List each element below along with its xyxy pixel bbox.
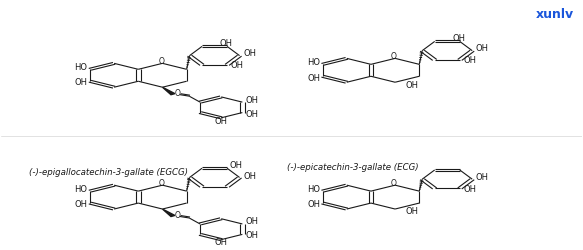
Text: OH: OH bbox=[75, 200, 87, 209]
Text: (-)-epigallocatechin-3-gallate (EGCG): (-)-epigallocatechin-3-gallate (EGCG) bbox=[29, 168, 188, 177]
Text: OH: OH bbox=[246, 232, 259, 240]
Text: O: O bbox=[391, 179, 397, 188]
Text: OH: OH bbox=[229, 161, 243, 170]
Text: OH: OH bbox=[215, 238, 228, 247]
Text: OH: OH bbox=[406, 81, 419, 90]
Text: O: O bbox=[175, 89, 181, 98]
Text: OH: OH bbox=[230, 61, 244, 70]
Text: OH: OH bbox=[307, 74, 320, 82]
Text: OH: OH bbox=[246, 218, 259, 226]
Text: OH: OH bbox=[215, 117, 228, 126]
Text: HO: HO bbox=[307, 185, 320, 194]
Text: O: O bbox=[159, 179, 164, 188]
Text: HO: HO bbox=[75, 185, 87, 194]
Text: OH: OH bbox=[307, 200, 320, 209]
Text: O: O bbox=[159, 57, 164, 66]
Text: OH: OH bbox=[476, 44, 489, 53]
Text: OH: OH bbox=[243, 172, 256, 182]
Polygon shape bbox=[163, 209, 175, 216]
Text: O: O bbox=[391, 52, 397, 61]
Text: OH: OH bbox=[463, 185, 476, 194]
Text: OH: OH bbox=[75, 78, 87, 88]
Text: HO: HO bbox=[307, 58, 320, 67]
Text: OH: OH bbox=[219, 39, 233, 48]
Text: (-)-epicatechin-3-gallate (ECG): (-)-epicatechin-3-gallate (ECG) bbox=[287, 163, 419, 172]
Text: OH: OH bbox=[452, 34, 465, 43]
Text: OH: OH bbox=[406, 207, 419, 216]
Text: OH: OH bbox=[243, 49, 256, 58]
Text: HO: HO bbox=[75, 63, 87, 72]
Text: OH: OH bbox=[463, 56, 476, 65]
Text: OH: OH bbox=[246, 110, 259, 118]
Text: OH: OH bbox=[246, 96, 259, 105]
Text: OH: OH bbox=[476, 173, 489, 182]
Polygon shape bbox=[163, 87, 175, 95]
Text: O: O bbox=[175, 211, 181, 220]
Text: xunlv: xunlv bbox=[535, 8, 574, 21]
